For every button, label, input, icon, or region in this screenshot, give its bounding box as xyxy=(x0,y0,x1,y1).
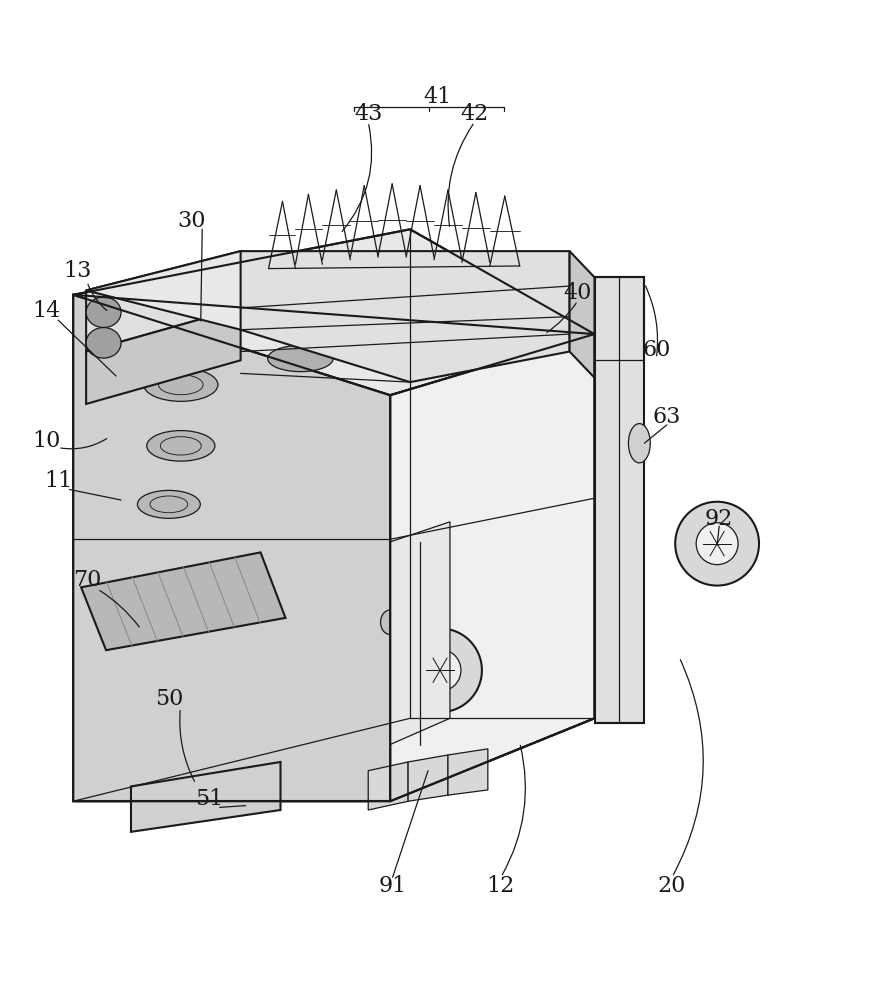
Text: 51: 51 xyxy=(195,788,223,810)
Text: 12: 12 xyxy=(487,875,515,897)
Text: 40: 40 xyxy=(563,282,592,304)
Text: 50: 50 xyxy=(155,688,183,710)
Ellipse shape xyxy=(86,297,121,328)
Text: 70: 70 xyxy=(73,569,101,591)
Ellipse shape xyxy=(138,490,201,518)
Text: 60: 60 xyxy=(642,339,670,361)
Text: 41: 41 xyxy=(424,86,452,108)
Text: 30: 30 xyxy=(178,210,206,232)
Circle shape xyxy=(696,523,738,565)
Text: 91: 91 xyxy=(378,875,406,897)
Ellipse shape xyxy=(158,312,223,338)
Text: 14: 14 xyxy=(32,300,61,322)
Polygon shape xyxy=(74,229,595,395)
Ellipse shape xyxy=(268,345,333,372)
Text: 10: 10 xyxy=(32,430,61,452)
Polygon shape xyxy=(241,251,569,382)
Polygon shape xyxy=(448,749,488,795)
Polygon shape xyxy=(86,308,241,404)
Text: 43: 43 xyxy=(354,103,382,125)
Ellipse shape xyxy=(86,328,121,358)
Polygon shape xyxy=(81,552,286,650)
Circle shape xyxy=(419,649,461,691)
Polygon shape xyxy=(131,762,280,832)
Ellipse shape xyxy=(380,610,399,634)
Polygon shape xyxy=(595,277,645,723)
Text: 11: 11 xyxy=(44,470,73,492)
Text: 13: 13 xyxy=(63,260,92,282)
Polygon shape xyxy=(390,334,595,801)
Polygon shape xyxy=(408,755,448,801)
Ellipse shape xyxy=(144,368,218,401)
Ellipse shape xyxy=(147,431,215,461)
Polygon shape xyxy=(74,295,390,801)
Polygon shape xyxy=(86,251,241,352)
Text: 92: 92 xyxy=(705,508,733,530)
Circle shape xyxy=(675,502,759,586)
Text: 42: 42 xyxy=(461,103,489,125)
Text: 63: 63 xyxy=(653,406,681,428)
Circle shape xyxy=(398,628,482,712)
Ellipse shape xyxy=(628,424,650,463)
Polygon shape xyxy=(569,251,595,378)
Polygon shape xyxy=(86,251,390,330)
Text: 20: 20 xyxy=(658,875,686,897)
Polygon shape xyxy=(390,522,450,745)
Polygon shape xyxy=(368,762,408,810)
